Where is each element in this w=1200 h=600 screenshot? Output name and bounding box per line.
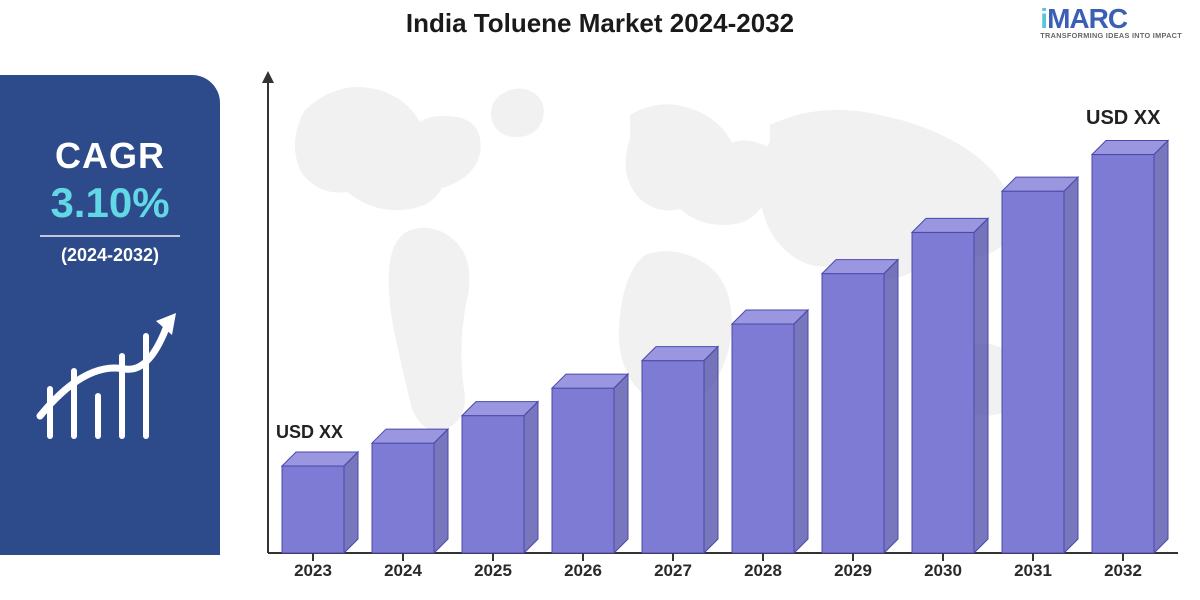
x-axis-tick-label: 2024: [358, 561, 448, 581]
cagr-label: CAGR: [55, 135, 165, 177]
growth-bars-icon: [30, 301, 190, 456]
x-axis-tick-label: 2029: [808, 561, 898, 581]
cagr-period: (2024-2032): [61, 245, 159, 266]
x-axis-tick-label: 2031: [988, 561, 1078, 581]
x-axis-labels: 2023202420252026202720282029203020312032: [268, 561, 1168, 581]
end-value-label: USD XX: [1086, 107, 1160, 130]
chart-svg: [250, 55, 1180, 595]
x-axis-tick-label: 2023: [268, 561, 358, 581]
brand-logo: iMARC TRANSFORMING IDEAS INTO IMPACT: [1040, 6, 1182, 40]
x-axis-tick-label: 2028: [718, 561, 808, 581]
cagr-value: 3.10%: [50, 179, 169, 227]
divider: [40, 235, 180, 237]
x-axis-tick-label: 2032: [1078, 561, 1168, 581]
page-title: India Toluene Market 2024-2032: [406, 8, 794, 39]
logo-mark: iMARC: [1040, 6, 1182, 31]
x-axis-tick-label: 2027: [628, 561, 718, 581]
x-axis-tick-label: 2026: [538, 561, 628, 581]
start-value-label: USD XX: [276, 422, 343, 443]
bar-chart: USD XX USD XX 20232024202520262027202820…: [250, 55, 1180, 575]
cagr-panel: CAGR 3.10% (2024-2032): [0, 75, 220, 555]
logo-tagline: TRANSFORMING IDEAS INTO IMPACT: [1040, 31, 1182, 40]
x-axis-tick-label: 2030: [898, 561, 988, 581]
x-axis-tick-label: 2025: [448, 561, 538, 581]
